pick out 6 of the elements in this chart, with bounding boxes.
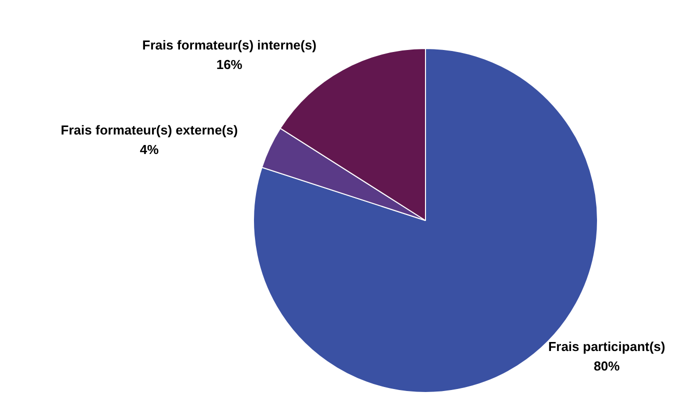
data-label: 80% (594, 358, 620, 374)
slice-label: Frais participant(s) (548, 339, 666, 354)
slice-label: Frais formateur(s) externe(s) (60, 122, 238, 138)
data-label: 16% (216, 56, 243, 72)
slice-label: Frais formateur(s) interne(s) (142, 37, 316, 52)
data-label: 4% (140, 142, 160, 158)
